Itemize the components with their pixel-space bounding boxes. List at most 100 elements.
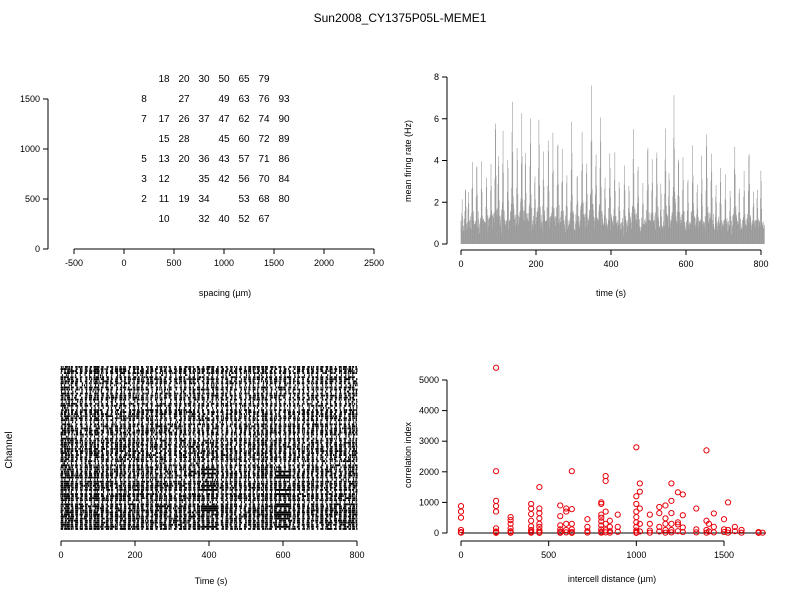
corr-point: [668, 510, 675, 517]
electrode-label: 84: [278, 174, 290, 185]
rate-x-tick-label: 0: [458, 259, 463, 269]
corr-point: [507, 513, 514, 521]
electrode-label: 68: [258, 194, 270, 205]
electrode-label: 63: [238, 94, 250, 105]
corr-point: [656, 503, 663, 511]
raster-panel: 0 200 400 600 800 Time (s) Channel: [4, 366, 365, 586]
electrode-label: 18: [158, 74, 170, 85]
corr-point: [679, 491, 686, 498]
corr-point: [492, 364, 500, 371]
corr-point: [568, 529, 575, 536]
corr-point: [598, 511, 605, 518]
corr-point: [720, 526, 728, 533]
electrode-label: 17: [158, 114, 170, 125]
raster-channel-row: [60, 470, 357, 473]
raster-x-tick-label: 400: [201, 550, 216, 560]
raster-channel-row: [61, 445, 358, 448]
electrode-label: 3: [141, 174, 147, 185]
raster-x-tick-label: 600: [275, 550, 290, 560]
corr-point: [602, 529, 609, 536]
corr-point: [507, 520, 514, 527]
electrode-label: 76: [258, 94, 270, 105]
electrode-label: 11: [159, 194, 170, 205]
corr-point: [598, 526, 605, 533]
layout-y-tick-label: 500: [25, 194, 40, 204]
corr-point: [614, 528, 621, 535]
raster-channel-row: [60, 476, 358, 479]
corr-point: [536, 515, 543, 522]
corr-point: [679, 528, 686, 536]
electrode-label: 49: [218, 94, 230, 105]
raster-channel-row: [60, 415, 358, 418]
corr-point: [492, 529, 500, 536]
raster-y-label: Channel: [4, 431, 15, 468]
raster-channel-row: [61, 421, 357, 424]
raster-channel-row: [60, 413, 358, 415]
raster-channel-row: [60, 404, 358, 407]
corr-point: [507, 525, 514, 532]
raster-channel-row: [61, 501, 357, 504]
electrode-label: 89: [278, 134, 290, 145]
layout-x-tick-label: 0: [121, 258, 126, 268]
rate-y-tick-label: 0: [434, 239, 439, 249]
corr-point: [662, 529, 669, 536]
raster-channel-row: [60, 482, 358, 485]
corr-point: [528, 526, 535, 534]
raster-channel-row: [60, 474, 358, 477]
figure-title: Sun2008_CY1375P05L-MEME1: [314, 11, 487, 25]
raster-channel-row: [60, 394, 358, 397]
raster-channel-row: [60, 431, 358, 434]
layout-x-label: spacing (µm): [199, 288, 251, 298]
corr-y-tick-label: 4000: [419, 406, 439, 416]
corr-point: [633, 500, 640, 508]
raster-channel-row: [62, 462, 355, 465]
corr-point: [720, 516, 728, 523]
raster-channel-row: [61, 478, 357, 481]
corr-point: [724, 529, 732, 536]
corr-point: [568, 526, 575, 533]
electrode-label: 10: [158, 214, 170, 225]
corr-y-tick-label: 3000: [419, 436, 439, 446]
electrode-label: 37: [198, 114, 210, 125]
raster-channel-row: [60, 452, 358, 454]
raster-channel-row: [60, 519, 358, 522]
electrode-label: 45: [218, 134, 230, 145]
layout-labels: 18 20 30 50 65 798 27 49 63 76 937 17 26 37 47 62 74 9015…: [141, 74, 290, 225]
corr-y-tick-label: 1000: [419, 497, 439, 507]
corr-point: [633, 527, 640, 534]
raster-channel-row: [60, 419, 358, 422]
corr-point: [656, 528, 663, 535]
layout-x-tick-label: 1500: [264, 258, 284, 268]
corr-point: [731, 528, 738, 535]
raster-channel-row: [60, 517, 358, 520]
corr-point: [606, 523, 613, 530]
raster-channel-row: [60, 398, 358, 401]
corr-y-label: correlation index: [403, 421, 413, 488]
corr-x-tick-label: 0: [458, 550, 463, 560]
electrode-label: 32: [198, 214, 210, 225]
rate-y-tick-label: 6: [434, 114, 439, 124]
electrode-label: 60: [238, 134, 250, 145]
electrode-label: 26: [178, 114, 190, 125]
corr-point: [507, 529, 514, 536]
electrode-label: 80: [278, 194, 290, 205]
raster-channel-row: [60, 525, 358, 528]
raster-channel-row: [60, 495, 357, 497]
electrode-label: 65: [238, 74, 250, 85]
electrode-label: 15: [158, 134, 170, 145]
raster-channel-row: [60, 511, 358, 514]
electrode-label: 79: [258, 74, 270, 85]
layout-panel: 18 20 30 50 65 798 27 49 63 76 937 17 26 37 47 62 74 9015…: [20, 74, 384, 298]
corr-point: [536, 484, 543, 491]
corr-point: [507, 517, 514, 524]
rate-y-axis: 0 2 4 6 8: [434, 72, 448, 249]
corr-point: [738, 529, 745, 536]
raster-channel-row: [60, 458, 358, 461]
raster-x-tick-label: 0: [58, 550, 63, 560]
raster-channel-row: [60, 427, 358, 430]
corr-point: [492, 497, 500, 504]
corr-point: [662, 526, 669, 534]
corr-point: [679, 512, 686, 519]
raster-channel-row: [60, 378, 358, 381]
rate-y-tick-label: 2: [434, 197, 439, 207]
